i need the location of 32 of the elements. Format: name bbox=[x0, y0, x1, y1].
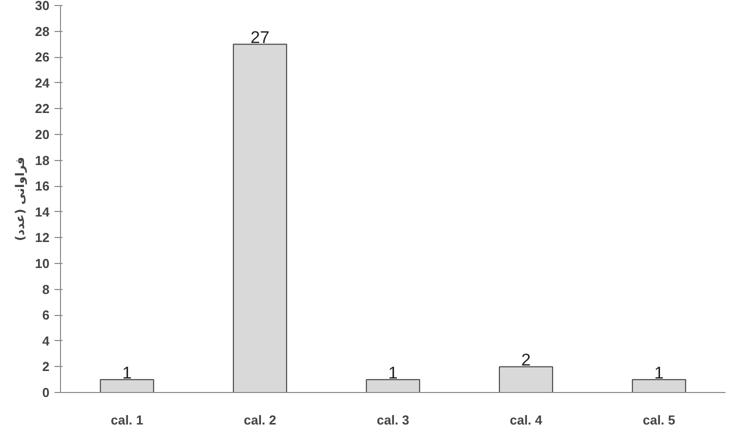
y-tick-label: 18 bbox=[35, 152, 50, 168]
x-tick-label: cal. 4 bbox=[510, 412, 544, 428]
bar bbox=[498, 366, 554, 392]
y-tick-label: 26 bbox=[35, 50, 50, 65]
data-label: 27 bbox=[250, 28, 270, 48]
y-tick-label: 4 bbox=[42, 333, 50, 348]
bar bbox=[366, 379, 420, 392]
y-tick-label: 8 bbox=[42, 282, 50, 297]
y-tick-label: 12 bbox=[35, 230, 50, 246]
data-label: 1 bbox=[654, 364, 664, 383]
bar bbox=[232, 44, 288, 392]
y-tick-label: 14 bbox=[35, 204, 50, 220]
y-tick-label: 16 bbox=[35, 178, 50, 194]
x-tick-label: cal. 3 bbox=[376, 412, 410, 428]
y-axis-title: فراوانی (عدد) bbox=[13, 156, 28, 242]
y-tick-label: 0 bbox=[42, 385, 50, 400]
data-label: 1 bbox=[388, 364, 398, 383]
bar bbox=[100, 379, 154, 392]
x-tick-label: cal. 1 bbox=[110, 412, 144, 428]
y-tick-label: 28 bbox=[35, 24, 50, 39]
y-tick-label: 20 bbox=[35, 127, 50, 142]
x-tick-label: cal. 2 bbox=[244, 412, 276, 428]
data-label: 1 bbox=[122, 364, 132, 383]
data-label: 2 bbox=[521, 350, 531, 370]
bar bbox=[632, 379, 686, 392]
y-tick-label: 30 bbox=[35, 0, 50, 13]
y-tick-label: 6 bbox=[42, 308, 50, 323]
y-tick-label: 2 bbox=[42, 359, 50, 374]
y-tick-label: 24 bbox=[35, 75, 50, 90]
y-tick-label: 10 bbox=[35, 256, 50, 271]
y-tick-label: 22 bbox=[35, 101, 50, 116]
x-tick-label: cal. 5 bbox=[642, 412, 676, 428]
